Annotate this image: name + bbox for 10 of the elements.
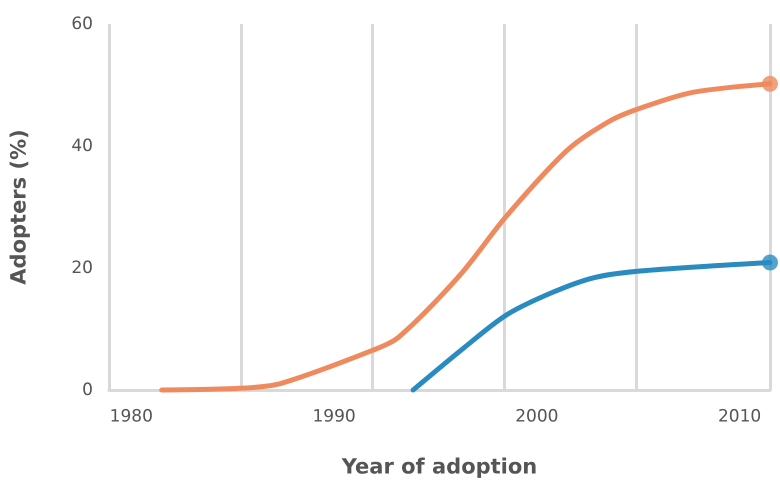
x-axis-title: Year of adoption (340, 454, 538, 478)
x-tick-label: 1980 (110, 406, 153, 426)
y-axis-title: Adopters (%) (6, 129, 30, 285)
y-tick-label: 40 (71, 136, 93, 156)
x-tick-label: 1990 (312, 406, 356, 426)
y-tick-label: 60 (71, 14, 93, 34)
x-tick-label: 2010 (718, 406, 762, 426)
y-tick-label: 0 (82, 380, 93, 400)
y-tick-label: 20 (71, 258, 93, 278)
x-tick-label: 2000 (515, 406, 558, 426)
